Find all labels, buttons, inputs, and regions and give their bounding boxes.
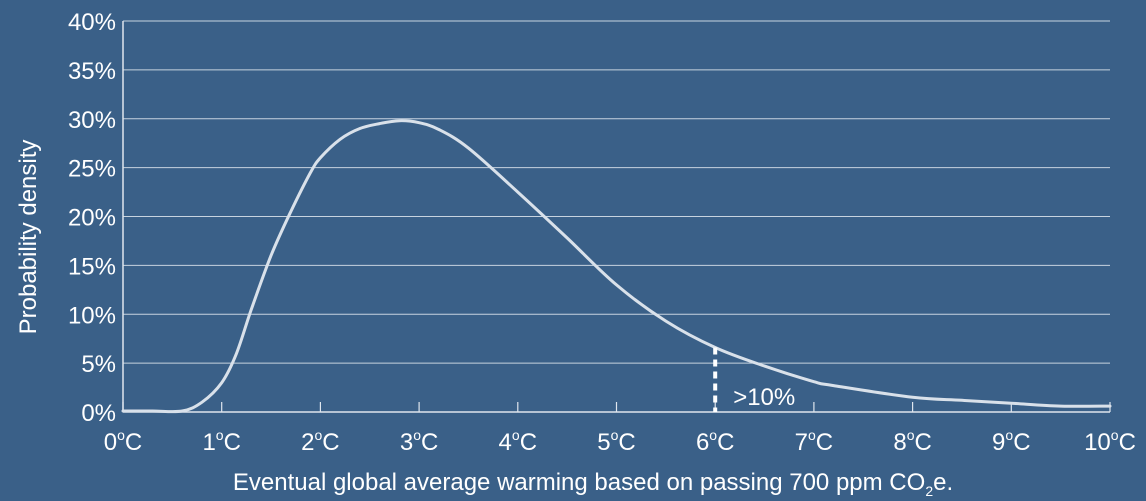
axes bbox=[122, 21, 1110, 413]
x-tick-label: 8oC bbox=[893, 427, 932, 456]
probability-density-curve bbox=[121, 119, 1112, 414]
x-axis-label-main: Eventual global average warming based on… bbox=[233, 469, 925, 496]
series-layer bbox=[121, 119, 1112, 414]
threshold-marker-label: >10% bbox=[733, 384, 795, 411]
x-tick-label: 10oC bbox=[1084, 427, 1136, 456]
x-tick-label: 4oC bbox=[499, 427, 538, 456]
y-tick-label: 30% bbox=[68, 107, 116, 134]
y-tick-label: 5% bbox=[81, 351, 116, 378]
grid-lines bbox=[123, 20, 1110, 364]
y-tick-label: 0% bbox=[81, 400, 116, 427]
y-tick-labels: 0% 5% 10% 15% 20% 25% 30% 35% 40% bbox=[68, 9, 116, 427]
x-tick-label: 0oC bbox=[104, 427, 143, 456]
x-axis-label: Eventual global average warming based on… bbox=[233, 469, 953, 499]
x-tick-label: 2oC bbox=[301, 427, 340, 456]
y-axis-label: Probability density bbox=[15, 140, 42, 335]
x-axis-label-subscript: 2 bbox=[925, 483, 933, 499]
x-axis-label-suffix: e. bbox=[933, 469, 953, 496]
y-tick-label: 25% bbox=[68, 156, 116, 183]
y-tick-label: 10% bbox=[68, 302, 116, 329]
y-tick-label: 40% bbox=[68, 9, 116, 36]
y-tick-label: 20% bbox=[68, 205, 116, 232]
annotation-layer: >10% bbox=[713, 347, 795, 412]
x-tick-label: 9oC bbox=[992, 427, 1031, 456]
x-tick-label: 5oC bbox=[597, 427, 636, 456]
x-tick-label: 7oC bbox=[795, 427, 834, 456]
x-tick-label: 6oC bbox=[696, 427, 735, 456]
y-tick-label: 15% bbox=[68, 253, 116, 280]
x-tick-label: 3oC bbox=[400, 427, 439, 456]
x-tick-label: 1oC bbox=[202, 427, 241, 456]
x-tick-labels: 0oC 1oC 2oC 3oC 4oC 5oC 6oC 7oC 8oC 9oC 10oC bbox=[104, 402, 1136, 456]
y-tick-label: 35% bbox=[68, 58, 116, 85]
